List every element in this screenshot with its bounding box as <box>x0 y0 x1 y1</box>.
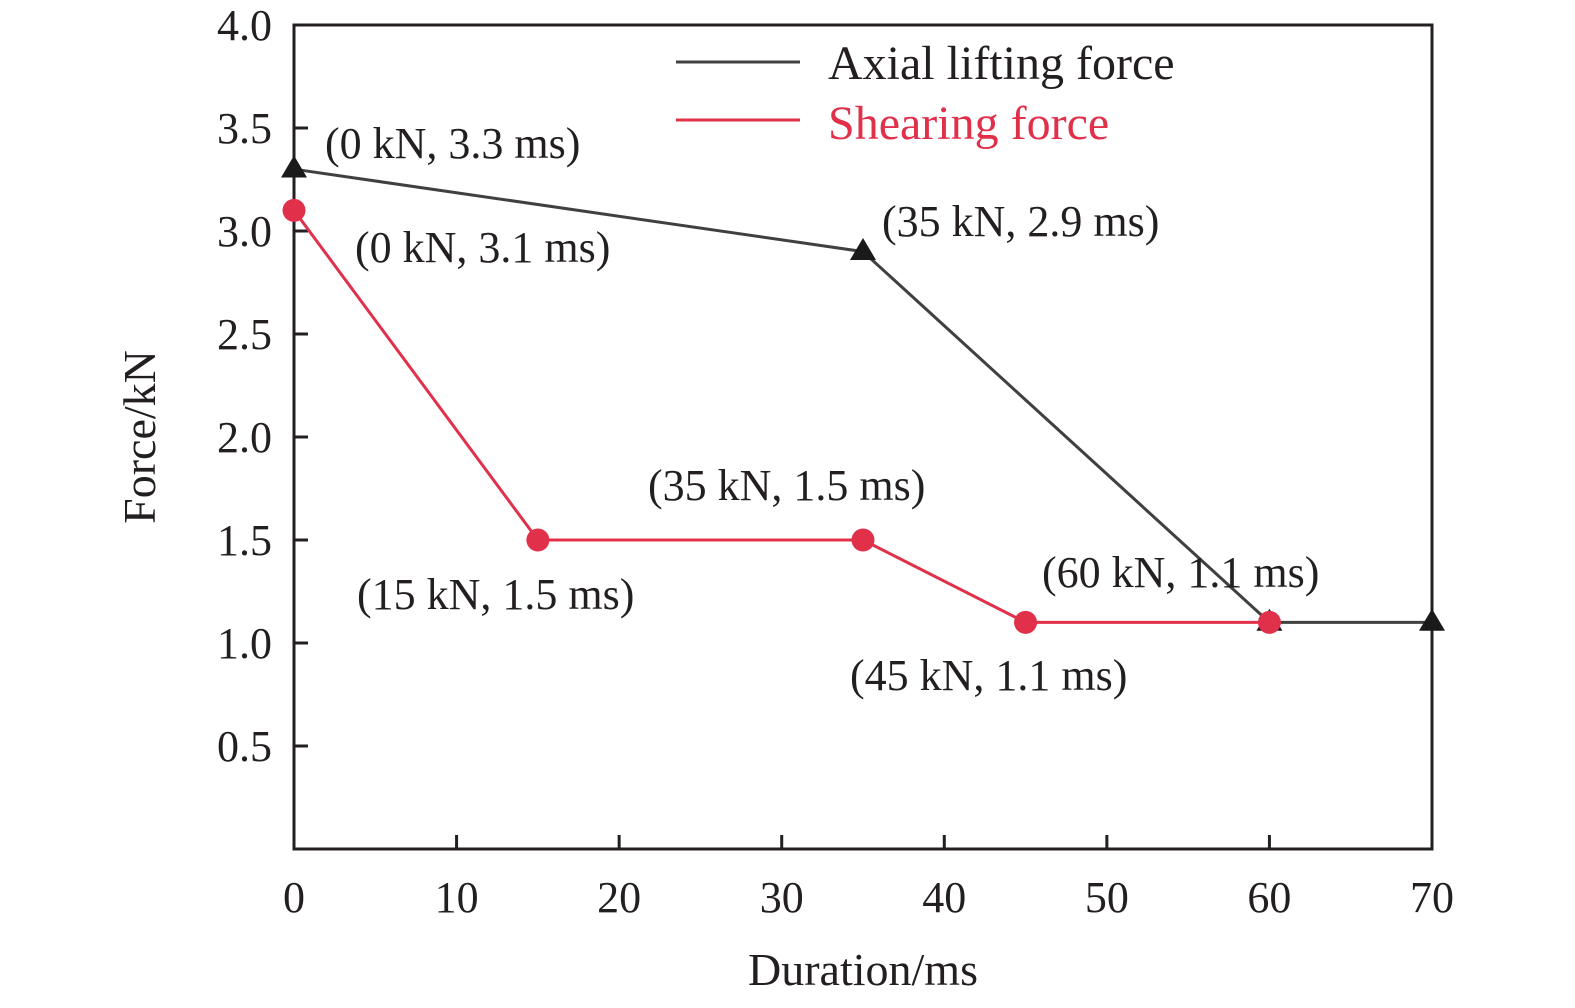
y-tick-label: 2.0 <box>217 413 272 462</box>
y-tick-label: 3.0 <box>217 207 272 256</box>
data-point-triangle <box>1419 608 1445 631</box>
x-tick-label: 20 <box>597 873 641 922</box>
series-layer <box>281 155 1445 634</box>
point-annotation: (35 kN, 2.9 ms) <box>882 197 1159 246</box>
point-annotation: (45 kN, 1.1 ms) <box>850 651 1127 700</box>
x-tick-label: 50 <box>1085 873 1129 922</box>
annotation-layer: (0 kN, 3.3 ms) (0 kN, 3.1 ms) (35 kN, 2.9 … <box>325 119 1319 700</box>
y-tick-label: 3.5 <box>217 104 272 153</box>
data-point-circle <box>851 528 875 552</box>
y-tick-label: 1.0 <box>217 619 272 668</box>
x-tick-label: 0 <box>283 873 305 922</box>
data-point-triangle <box>850 237 876 260</box>
y-tick-label: 1.5 <box>217 516 272 565</box>
point-annotation: (60 kN, 1.1 ms) <box>1042 548 1319 597</box>
legend-label-axial: Axial lifting force <box>828 37 1175 90</box>
data-point-circle <box>1014 610 1038 634</box>
point-annotation: (35 kN, 1.5 ms) <box>648 461 925 510</box>
y-tick-label: 4.0 <box>217 1 272 50</box>
legend-label-shearing: Shearing force <box>828 97 1109 150</box>
legend: Axial lifting force Shearing force <box>676 37 1175 150</box>
y-axis: 0.5 1.0 1.5 2.0 2.5 3.0 3.5 4.0 <box>217 1 308 771</box>
point-annotation: (15 kN, 1.5 ms) <box>357 570 634 619</box>
series-line-0 <box>293 167 1432 624</box>
y-axis-title: Force/kN <box>114 350 165 524</box>
x-axis: 0 10 20 30 40 50 60 70 <box>283 835 1454 922</box>
data-point-triangle <box>281 155 307 178</box>
x-tick-label: 30 <box>760 873 804 922</box>
y-tick-label: 2.5 <box>217 310 272 359</box>
x-tick-label: 70 <box>1410 873 1454 922</box>
x-tick-label: 40 <box>922 873 966 922</box>
data-point-circle <box>1257 610 1281 634</box>
point-annotation: (0 kN, 3.1 ms) <box>355 223 610 272</box>
x-axis-title: Duration/ms <box>748 944 978 995</box>
x-tick-label: 60 <box>1247 873 1291 922</box>
point-annotation: (0 kN, 3.3 ms) <box>325 119 580 168</box>
x-tick-label: 10 <box>435 873 479 922</box>
data-point-circle <box>526 528 550 552</box>
y-tick-label: 0.5 <box>217 722 272 771</box>
data-point-circle <box>282 198 306 222</box>
